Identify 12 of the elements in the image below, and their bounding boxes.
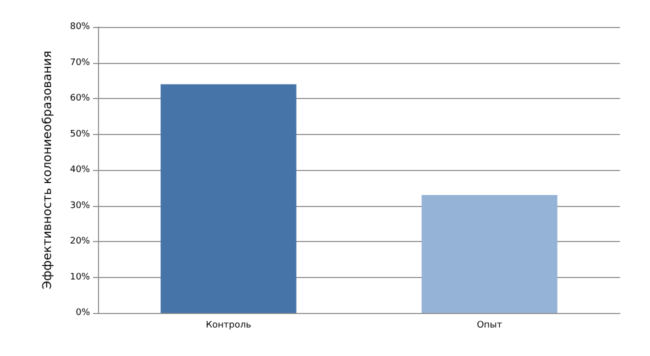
- y-tick-label: 60%: [70, 94, 90, 104]
- y-tick-label: 20%: [70, 236, 90, 246]
- y-tick-label: 10%: [70, 272, 90, 282]
- y-axis-title: Эффективность колониеобразования: [40, 50, 54, 290]
- y-tick-label: 80%: [70, 22, 90, 32]
- y-tick-label: 0%: [76, 308, 90, 318]
- y-tick-label: 40%: [70, 165, 90, 175]
- y-tick-label: 50%: [70, 129, 90, 140]
- y-tick-label: 30%: [70, 200, 90, 211]
- y-tick-label: 70%: [70, 58, 90, 68]
- x-tick-label: Опыт: [476, 320, 502, 330]
- x-tick-label: Контроль: [206, 320, 252, 330]
